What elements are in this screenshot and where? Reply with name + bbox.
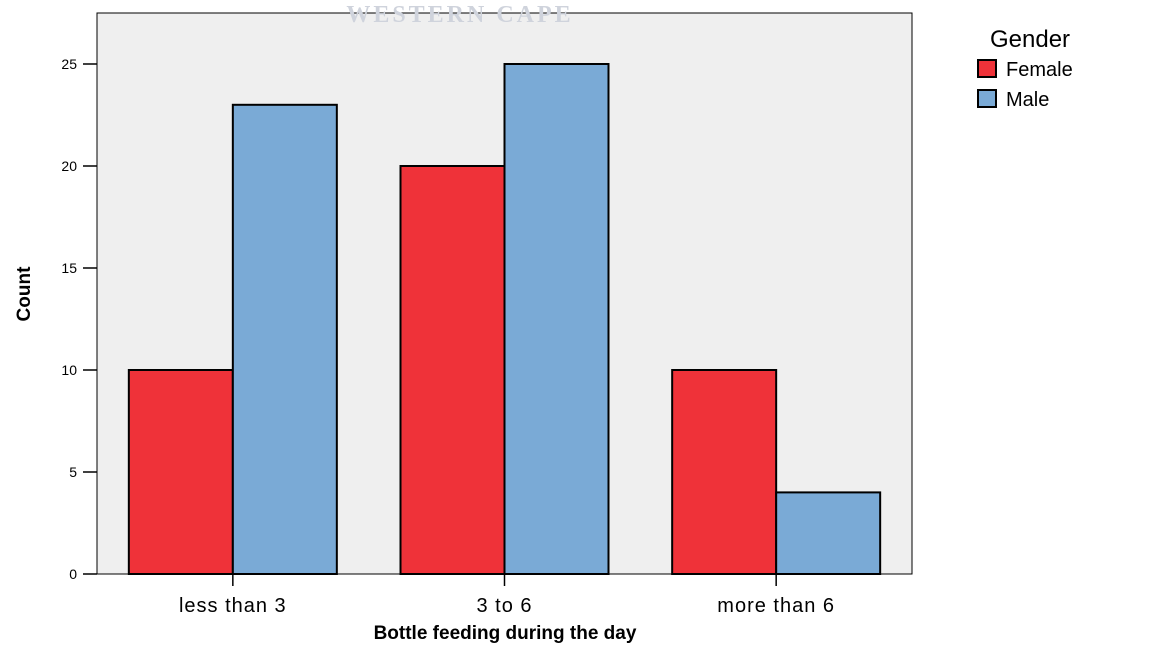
x-tick-label: 3 to 6 [476,595,532,617]
bar-female-2 [399,165,506,575]
y-axis-title: Count [14,266,35,322]
legend-swatch-male [977,89,997,108]
legend-swatch-female [977,59,997,78]
y-tick-label: 10 [61,362,77,378]
y-tick-label: 25 [61,56,77,72]
y-tick-label: 20 [61,158,77,174]
bar-male-1 [231,103,338,576]
legend-label-male: Male [1006,89,1049,111]
legend-label-female: Female [1006,59,1073,81]
legend-title: Gender [990,26,1070,53]
bar-male-3 [775,491,882,575]
y-tick-label: 5 [69,464,77,480]
bars [127,63,882,576]
y-tick-label: 0 [69,566,77,582]
legend: Gender Female Male [977,26,1073,111]
bar-female-3 [671,369,778,575]
x-axis: less than 3 3 to 6 more than 6 [179,574,835,617]
x-tick-label: less than 3 [179,595,287,617]
bar-female-1 [127,369,234,575]
bar-male-2 [503,63,610,575]
watermark: WESTERN CAPE [346,2,573,28]
y-axis: 0 5 10 15 20 25 [61,56,97,582]
x-tick-label: more than 6 [717,595,835,617]
x-axis-title: Bottle feeding during the day [374,623,637,644]
y-tick-label: 15 [61,260,77,276]
